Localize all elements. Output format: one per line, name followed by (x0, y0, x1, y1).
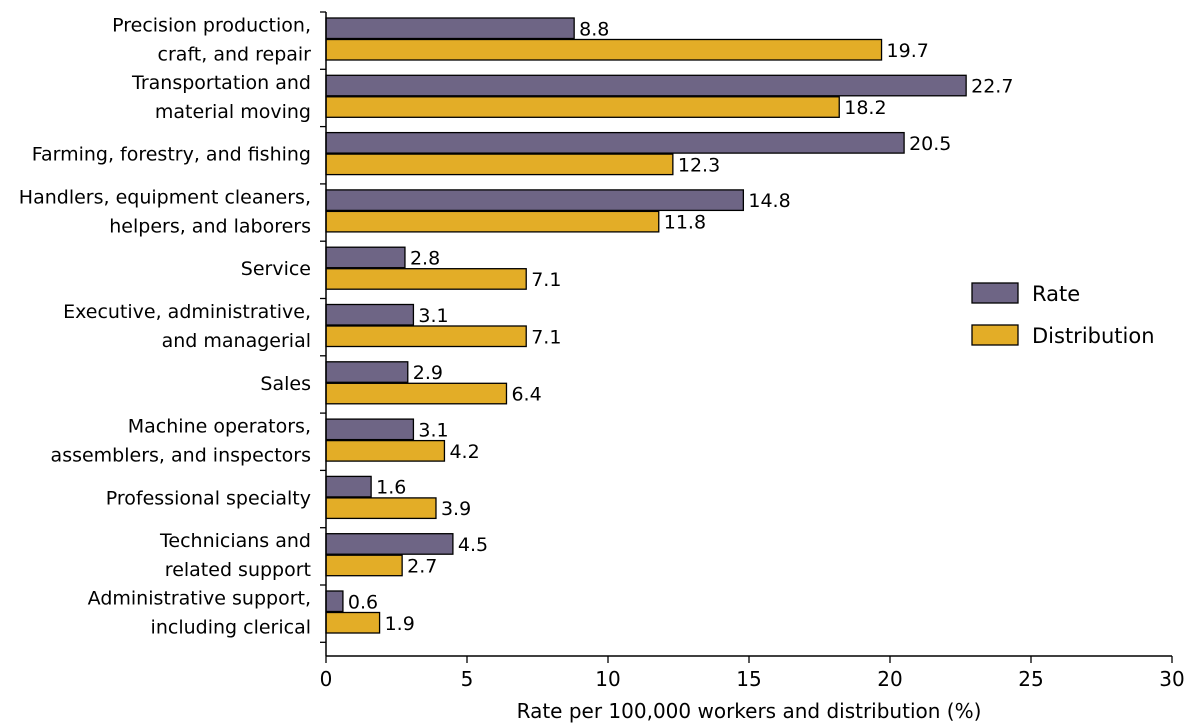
value-label-rate-precision-production-craft-and-repair: 8.8 (579, 18, 609, 40)
category-label-administrative-support-including-clerical: Administrative support, including clerica… (88, 588, 311, 639)
bar-distribution-transportation-and-material-moving (325, 96, 840, 118)
bar-rate-handlers-equipment-cleaners-helpers-and-laborers (325, 189, 745, 212)
category-label-professional-specialty: Professional specialty (106, 487, 311, 509)
value-label-rate-sales: 2.9 (413, 362, 443, 384)
bar-rate-administrative-support-including-clerical (325, 590, 344, 613)
value-label-rate-farming-forestry-and-fishing: 20.5 (909, 133, 951, 155)
x-tick-label-5: 5 (461, 667, 474, 691)
category-label-technicians-and-related-support: Technicians and related support (159, 530, 311, 581)
category-label-machine-operators-assemblers-and-inspectors: Machine operators, assemblers, and inspec… (51, 416, 311, 467)
value-label-rate-transportation-and-material-moving: 22.7 (971, 76, 1013, 98)
bar-distribution-service (325, 268, 527, 290)
bar-distribution-farming-forestry-and-fishing (325, 153, 674, 176)
legend-label-distribution: Distribution (1032, 324, 1155, 348)
value-label-distribution-machine-operators-assemblers-and-inspectors: 4.2 (449, 441, 479, 463)
value-label-distribution-handlers-equipment-cleaners-helpers-and-laborers: 11.8 (664, 212, 706, 234)
value-label-distribution-precision-production-craft-and-repair: 19.7 (887, 40, 929, 62)
value-label-rate-technicians-and-related-support: 4.5 (458, 534, 488, 556)
bar-rate-machine-operators-assemblers-and-inspectors (325, 418, 415, 441)
value-labels-group: 8.8 19.7 22.7 18.2 20.5 12.3 14.8 11.8 2.8 7.1 3.1… (348, 18, 1014, 635)
category-label-precision-production-craft-and-repair: Precision production, craft, and repair (112, 15, 311, 66)
bar-distribution-professional-specialty (325, 497, 437, 520)
x-tick-label-15: 15 (736, 667, 761, 691)
axes-group: 0 5 10 15 20 25 30 (320, 11, 1185, 691)
legend-swatch-rate (971, 282, 1019, 304)
value-label-distribution-technicians-and-related-support: 2.7 (407, 555, 437, 577)
bar-distribution-technicians-and-related-support (325, 554, 403, 577)
bar-distribution-machine-operators-assemblers-and-inspectors (325, 439, 446, 462)
category-label-service: Service (241, 258, 311, 280)
legend-label-rate: Rate (1032, 282, 1080, 306)
value-label-rate-executive-administrative-and-managerial: 3.1 (418, 305, 448, 327)
x-tick-label-25: 25 (1018, 667, 1043, 691)
x-tick-label-0: 0 (320, 667, 333, 691)
value-label-distribution-executive-administrative-and-managerial: 7.1 (531, 326, 561, 348)
value-label-distribution-farming-forestry-and-fishing: 12.3 (678, 154, 720, 176)
legend: Rate Distribution (971, 282, 1155, 348)
category-labels-group: Precision production, craft, and repair Tr… (19, 15, 311, 639)
value-label-rate-service: 2.8 (410, 247, 440, 269)
category-label-handlers-equipment-cleaners-helpers-and-laborers: Handlers, equipment cleaners, helpers, an… (19, 186, 311, 237)
category-label-executive-administrative-and-managerial: Executive, administrative, and managerial (63, 301, 311, 352)
x-tick-label-10: 10 (595, 667, 620, 691)
value-label-rate-administrative-support-including-clerical: 0.6 (348, 591, 378, 613)
value-label-distribution-sales: 6.4 (511, 384, 541, 406)
x-tick-label-30: 30 (1159, 667, 1184, 691)
value-label-distribution-administrative-support-including-clerical: 1.9 (385, 613, 415, 635)
value-label-distribution-professional-specialty: 3.9 (441, 498, 471, 520)
bar-distribution-precision-production-craft-and-repair (325, 38, 883, 61)
bar-rate-precision-production-craft-and-repair (325, 17, 575, 40)
bar-distribution-administrative-support-including-clerical (325, 611, 381, 634)
bar-distribution-sales (325, 382, 508, 405)
bar-distribution-handlers-equipment-cleaners-helpers-and-laborers (325, 210, 660, 233)
x-tick-label-20: 20 (877, 667, 902, 691)
bar-rate-executive-administrative-and-managerial (325, 303, 415, 326)
legend-swatch-distribution (971, 324, 1019, 346)
value-label-rate-professional-specialty: 1.6 (376, 477, 406, 499)
value-label-rate-handlers-equipment-cleaners-helpers-and-laborers: 14.8 (748, 190, 790, 212)
category-label-farming-forestry-and-fishing: Farming, forestry, and fishing (32, 144, 311, 166)
x-axis-title: Rate per 100,000 workers and distributio… (517, 699, 982, 723)
bar-rate-service (325, 246, 406, 269)
bar-rate-sales (325, 361, 409, 383)
bar-rate-professional-specialty (325, 475, 372, 498)
value-label-distribution-transportation-and-material-moving: 18.2 (844, 97, 886, 119)
category-label-transportation-and-material-moving: Transportation and material moving (131, 72, 311, 123)
bar-rate-transportation-and-material-moving (325, 74, 967, 97)
bar-rate-farming-forestry-and-fishing (325, 131, 905, 154)
bar-rate-technicians-and-related-support (325, 533, 454, 555)
bar-distribution-executive-administrative-and-managerial (325, 325, 527, 348)
category-label-sales: Sales (260, 373, 311, 395)
value-label-rate-machine-operators-assemblers-and-inspectors: 3.1 (418, 419, 448, 441)
value-label-distribution-service: 7.1 (531, 269, 561, 291)
